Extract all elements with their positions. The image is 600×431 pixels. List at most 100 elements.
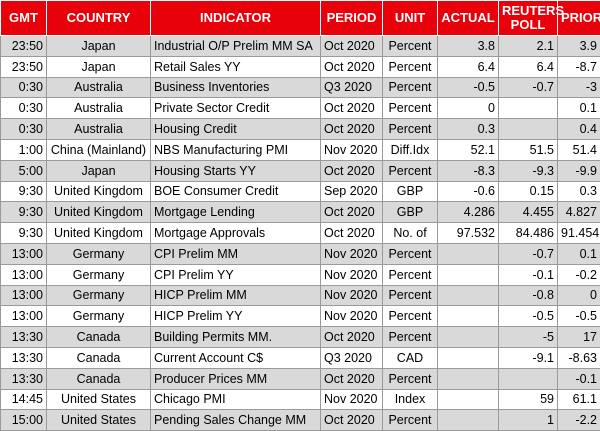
reuters-poll-cell: -9.3 — [498, 159, 558, 182]
unit-cell: Percent — [382, 326, 438, 348]
period-cell: Sep 2020 — [320, 180, 383, 203]
country-cell: United Kingdom — [46, 180, 151, 203]
reuters-poll-cell: -0.5 — [498, 305, 558, 328]
period-cell: Oct 2020 — [320, 55, 383, 78]
unit-cell: Percent — [382, 159, 438, 182]
indicator-cell: CPI Prelim MM — [150, 242, 321, 265]
unit-cell: Percent — [382, 55, 438, 78]
prior-cell: 91.454 — [557, 222, 600, 244]
unit-cell: GBP — [382, 201, 438, 224]
table-row: 13:30 Canada Current Account C$ Q3 2020 CAD -… — [0, 346, 600, 369]
period-cell: Oct 2020 — [320, 367, 383, 390]
column-header: INDICATOR — [150, 0, 321, 36]
reuters-poll-cell: 6.4 — [498, 55, 558, 78]
gmt-cell: 13:00 — [0, 305, 47, 328]
reuters-poll-cell: 0.15 — [498, 180, 558, 203]
actual-cell: 4.286 — [437, 201, 499, 224]
header-row: GMT COUNTRY INDICATOR PERIOD UNIT ACTUAL REUTE… — [0, 0, 600, 36]
unit-cell: Index — [382, 388, 438, 411]
table-row: 13:00 Germany CPI Prelim YY Nov 2020 Percent… — [0, 263, 600, 286]
gmt-cell: 14:45 — [0, 388, 47, 411]
prior-cell: -0.1 — [557, 367, 600, 390]
gmt-cell: 9:30 — [0, 201, 47, 224]
actual-cell: -0.6 — [437, 180, 499, 203]
actual-cell — [437, 409, 499, 431]
period-cell: Oct 2020 — [320, 97, 383, 120]
gmt-cell: 13:00 — [0, 242, 47, 265]
unit-cell: GBP — [382, 180, 438, 203]
period-cell: Nov 2020 — [320, 242, 383, 265]
indicator-cell: Business Inventories — [150, 76, 321, 99]
indicator-cell: Mortgage Lending — [150, 201, 321, 224]
country-cell: Germany — [46, 242, 151, 265]
actual-cell — [437, 305, 499, 328]
gmt-cell: 9:30 — [0, 222, 47, 244]
prior-cell: 4.827 — [557, 201, 600, 224]
indicator-cell: Producer Prices MM — [150, 367, 321, 390]
period-cell: Oct 2020 — [320, 326, 383, 348]
prior-cell: -2.2 — [557, 409, 600, 431]
indicator-cell: BOE Consumer Credit — [150, 180, 321, 203]
period-cell: Nov 2020 — [320, 305, 383, 328]
period-cell: Q3 2020 — [320, 346, 383, 369]
country-cell: Canada — [46, 346, 151, 369]
prior-cell: 0.1 — [557, 97, 600, 120]
indicator-cell: Mortgage Approvals — [150, 222, 321, 244]
reuters-poll-cell: 2.1 — [498, 35, 558, 57]
column-header: COUNTRY — [46, 0, 151, 36]
indicator-cell: Housing Starts YY — [150, 159, 321, 182]
table-row: 0:30 Australia Private Sector Credit Oct 20… — [0, 97, 600, 120]
table-body: 23:50 Japan Industrial O/P Prelim MM SA Oct… — [0, 35, 600, 431]
unit-cell: Percent — [382, 97, 438, 120]
gmt-cell: 0:30 — [0, 118, 47, 140]
country-cell: Germany — [46, 284, 151, 307]
indicator-cell: Building Permits MM. — [150, 326, 321, 348]
country-cell: Japan — [46, 55, 151, 78]
country-cell: United Kingdom — [46, 201, 151, 224]
gmt-cell: 13:30 — [0, 367, 47, 390]
actual-cell — [437, 263, 499, 286]
prior-cell: 0.4 — [557, 118, 600, 140]
period-cell: Oct 2020 — [320, 222, 383, 244]
period-cell: Nov 2020 — [320, 284, 383, 307]
country-cell: Canada — [46, 367, 151, 390]
reuters-poll-cell: -0.8 — [498, 284, 558, 307]
indicator-cell: Private Sector Credit — [150, 97, 321, 120]
unit-cell: Percent — [382, 305, 438, 328]
reuters-poll-cell: -0.7 — [498, 76, 558, 99]
unit-cell: Percent — [382, 76, 438, 99]
country-cell: United Kingdom — [46, 222, 151, 244]
gmt-cell: 13:00 — [0, 263, 47, 286]
prior-cell: -8.7 — [557, 55, 600, 78]
unit-cell: Percent — [382, 35, 438, 57]
table-row: 13:00 Germany CPI Prelim MM Nov 2020 Percent… — [0, 242, 600, 265]
column-header: ACTUAL — [437, 0, 499, 36]
gmt-cell: 1:00 — [0, 138, 47, 161]
gmt-cell: 15:00 — [0, 409, 47, 431]
gmt-cell: 13:00 — [0, 284, 47, 307]
country-cell: Germany — [46, 263, 151, 286]
reuters-poll-cell: 59 — [498, 388, 558, 411]
table-row: 5:00 Japan Housing Starts YY Oct 2020 Percen… — [0, 159, 600, 182]
gmt-cell: 13:30 — [0, 326, 47, 348]
table-row: 9:30 United Kingdom BOE Consumer Credit Sep… — [0, 180, 600, 203]
unit-cell: Percent — [382, 409, 438, 431]
unit-cell: CAD — [382, 346, 438, 369]
actual-cell — [437, 284, 499, 307]
indicator-cell: Industrial O/P Prelim MM SA — [150, 35, 321, 57]
actual-cell: 3.8 — [437, 35, 499, 57]
indicator-cell: Retail Sales YY — [150, 55, 321, 78]
country-cell: Australia — [46, 97, 151, 120]
period-cell: Q3 2020 — [320, 76, 383, 99]
reuters-poll-cell: 1 — [498, 409, 558, 431]
indicator-cell: Chicago PMI — [150, 388, 321, 411]
period-cell: Oct 2020 — [320, 201, 383, 224]
actual-cell: -0.5 — [437, 76, 499, 99]
actual-cell — [437, 367, 499, 390]
indicator-cell: Housing Credit — [150, 118, 321, 140]
reuters-poll-cell: 51.5 — [498, 138, 558, 161]
unit-cell: Percent — [382, 284, 438, 307]
unit-cell: Percent — [382, 367, 438, 390]
reuters-poll-cell: -9.1 — [498, 346, 558, 369]
